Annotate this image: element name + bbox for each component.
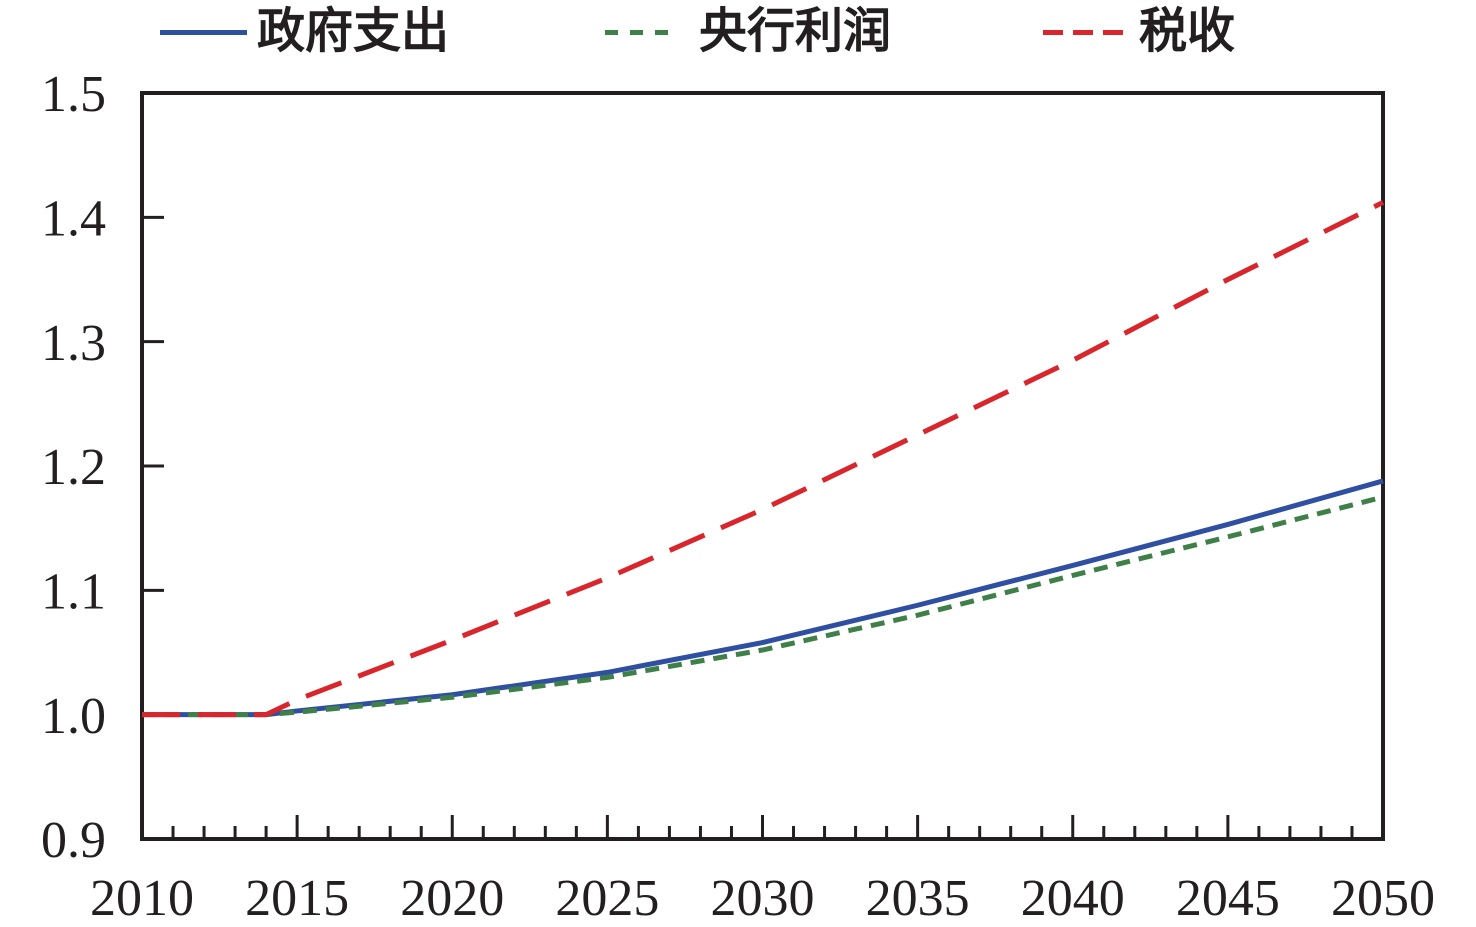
y-axis-tick-label: 1.1 xyxy=(41,564,106,621)
x-axis-tick-label: 2020 xyxy=(400,870,504,927)
legend-line-dashed-red-icon xyxy=(1043,29,1123,35)
x-axis-tick-label: 2050 xyxy=(1331,870,1435,927)
series-line-government-spending xyxy=(142,478,1384,718)
legend-item-government-spending: 政府支出 xyxy=(160,4,449,60)
x-axis-tick-label: 2025 xyxy=(555,870,659,927)
legend-label-tax-revenue: 税收 xyxy=(1139,5,1236,58)
y-axis-tick-label: 1.2 xyxy=(41,439,106,496)
legend-label-government-spending: 政府支出 xyxy=(257,5,450,58)
legend-label-central-bank-profit: 央行利润 xyxy=(699,5,892,58)
x-axis-tick-label: 2010 xyxy=(90,870,194,927)
y-axis-tick-label: 1.5 xyxy=(41,66,106,123)
x-axis-tick-label: 2015 xyxy=(245,870,349,927)
series-line-tax-revenue xyxy=(142,200,1385,718)
y-axis-tick-label: 1.4 xyxy=(41,191,106,248)
series-line-central-bank-profit xyxy=(142,494,1384,718)
x-axis-tick-label: 2030 xyxy=(711,870,815,927)
x-axis-tick-label: 2045 xyxy=(1176,870,1280,927)
legend-line-dashed-green-icon xyxy=(605,29,669,35)
y-axis-tick-label: 1.0 xyxy=(41,688,106,745)
plot-border xyxy=(140,91,1385,841)
y-axis-tick-label: 0.9 xyxy=(41,812,106,869)
x-axis-tick-label: 2035 xyxy=(866,870,970,927)
x-axis-tick-label: 2040 xyxy=(1021,870,1125,927)
legend-item-tax-revenue: 税收 xyxy=(1043,4,1235,60)
legend-item-central-bank-profit: 央行利润 xyxy=(605,4,891,60)
legend-line-solid-blue-icon xyxy=(160,29,247,35)
y-axis-tick-label: 1.3 xyxy=(41,315,106,372)
